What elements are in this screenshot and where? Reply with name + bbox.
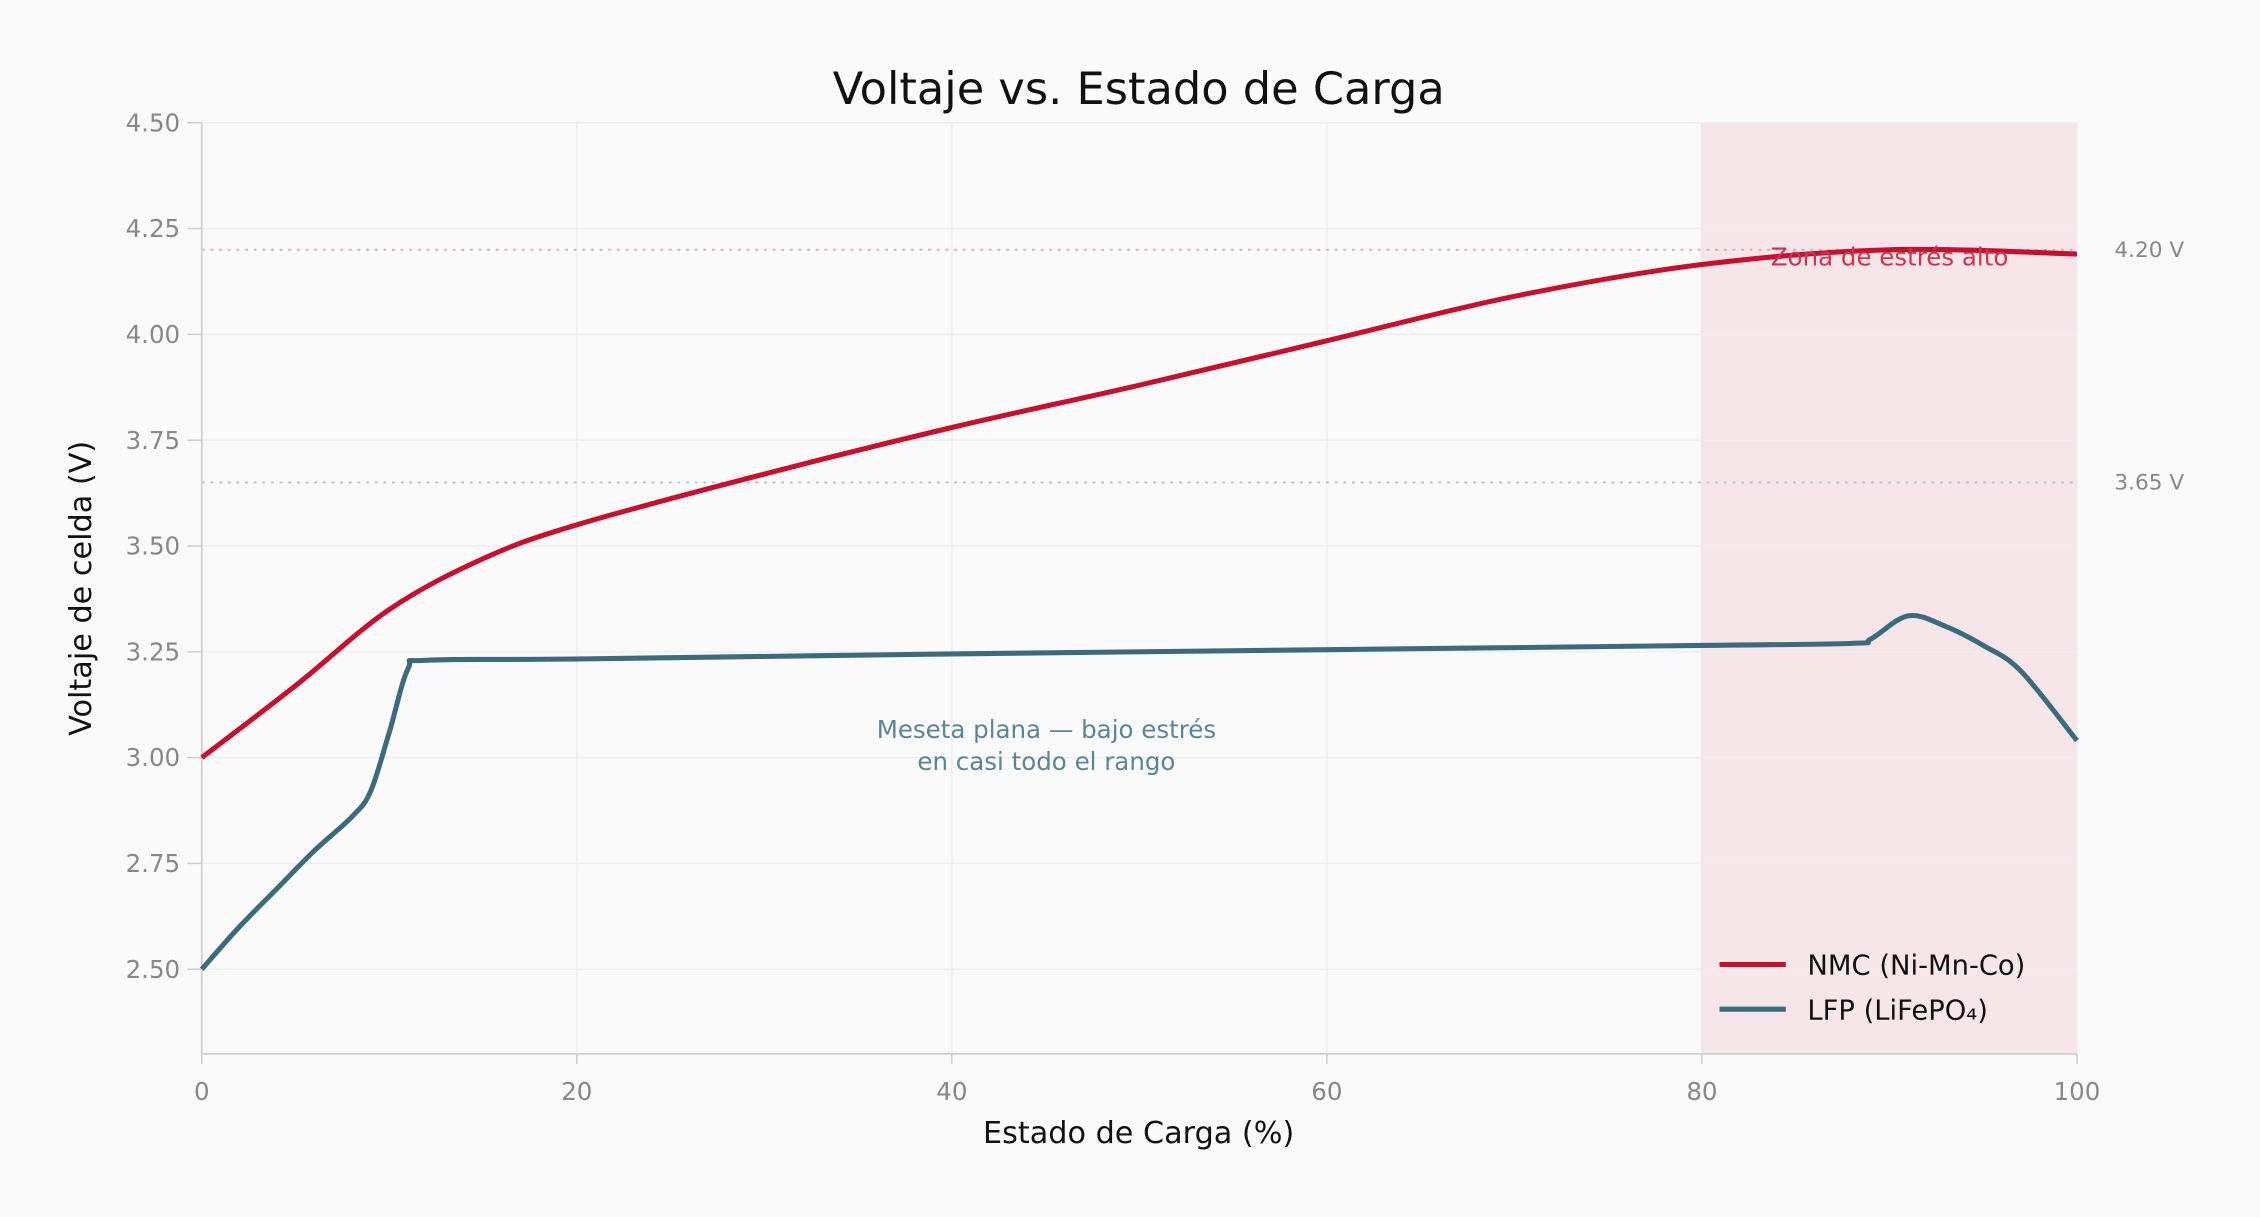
shaded-region [1700,122,2077,1054]
x-tick-label: 80 [1686,1077,1717,1106]
legend: NMC (Ni-Mn-Co) LFP (LiFePO₄) [1719,951,2025,1026]
annotation-line-2: en casi todo el rango [917,747,1175,776]
y-tick-label: 3.25 [126,637,181,666]
y-tick-label: 3.00 [126,743,181,772]
y-tick-label: 2.50 [126,955,181,984]
x-tick-label: 100 [2054,1077,2101,1106]
chart-title: Voltaje vs. Estado de Carga [833,63,1445,115]
series-line-nmc [200,246,2078,760]
y-tick-label: 3.50 [126,532,181,561]
legend-label-lfp: LFP (LiFePO₄) [1807,995,1988,1026]
x-tick-label: 40 [936,1077,967,1106]
y-tick-label: 4.50 [126,108,181,137]
high-stress-zone [1701,122,2077,1054]
reference-line-label: 3.65 V [2114,471,2184,496]
y-tick-label: 2.75 [126,849,181,878]
shaded-region-label: Zona de estrés alto [1771,242,2009,271]
y-axis-label: Voltaje de celda (V) [64,441,99,736]
x-tick-label: 20 [561,1077,592,1106]
axes: 2.50 2.75 3.00 3.25 3.50 3.75 4.00 4.25 4.50 0 20 4… [126,108,2101,1106]
x-axis-label: Estado de Carga (%) [983,1116,1294,1151]
y-tick-label: 4.00 [126,320,181,349]
legend-label-nmc: NMC (Ni-Mn-Co) [1807,951,2025,982]
x-tick-label: 60 [1311,1077,1342,1106]
reference-lines: 4.20 V 3.65 V [201,238,2184,496]
annotation-line-1: Meseta plana — bajo estrés [877,715,1216,744]
reference-line-label: 4.20 V [2114,238,2184,263]
x-tick-label: 0 [194,1077,210,1106]
series-line-lfp [199,612,2079,971]
y-tick-label: 4.25 [126,214,181,243]
series [199,246,2079,971]
y-tick-label: 3.75 [126,426,181,455]
